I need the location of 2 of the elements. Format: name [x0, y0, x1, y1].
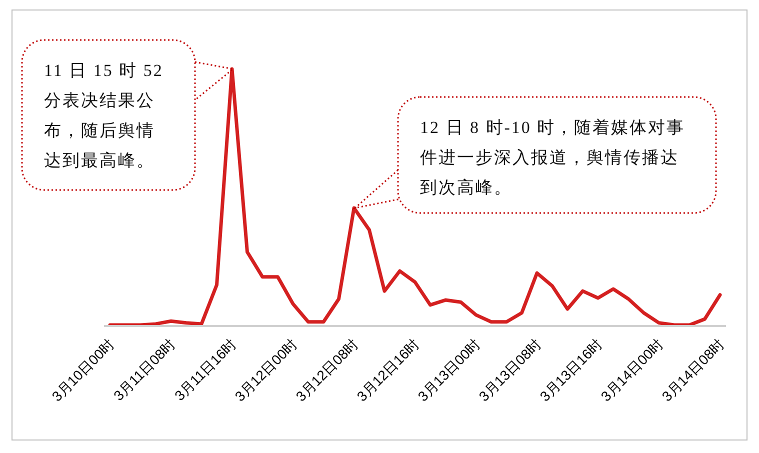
annotation: 11 日 15 时 52 分表决结果公布，随后舆情达到最高峰。	[44, 60, 164, 172]
annotation: 12 日 8 时-10 时，随着媒体对事件进一步深入报道，舆情传播达到次高峰。	[420, 117, 686, 199]
